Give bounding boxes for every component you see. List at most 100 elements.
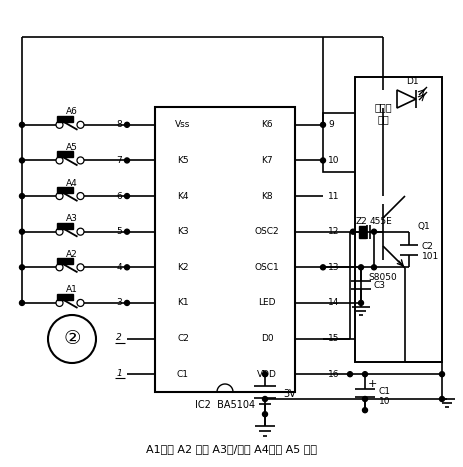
Text: C2: C2	[421, 242, 433, 251]
Bar	[57, 294, 73, 300]
Text: +: +	[367, 379, 376, 389]
Text: 10: 10	[378, 396, 390, 406]
Text: 2: 2	[116, 333, 122, 342]
Circle shape	[19, 300, 25, 305]
Circle shape	[320, 158, 325, 163]
Bar	[155, 107, 294, 392]
Text: OSC1: OSC1	[254, 263, 279, 272]
Text: Q1: Q1	[417, 222, 430, 232]
Circle shape	[77, 192, 84, 199]
Circle shape	[371, 229, 375, 234]
Text: 9: 9	[327, 120, 333, 129]
Circle shape	[124, 229, 129, 234]
Text: C1: C1	[378, 387, 390, 396]
Circle shape	[347, 372, 352, 377]
Text: VDD: VDD	[257, 370, 276, 379]
Text: 14: 14	[327, 298, 338, 307]
Circle shape	[262, 396, 267, 402]
Circle shape	[320, 122, 325, 127]
Text: C2: C2	[177, 334, 188, 343]
Text: K5: K5	[177, 156, 188, 165]
Circle shape	[77, 157, 84, 164]
Circle shape	[77, 299, 84, 306]
Text: A2: A2	[65, 250, 77, 259]
Text: ②: ②	[63, 330, 81, 348]
Text: OSC2: OSC2	[254, 227, 279, 236]
Circle shape	[124, 300, 129, 305]
Circle shape	[48, 315, 96, 363]
Text: 10: 10	[327, 156, 339, 165]
Circle shape	[438, 396, 444, 402]
Circle shape	[124, 193, 129, 198]
Text: K2: K2	[177, 263, 188, 272]
Circle shape	[362, 408, 367, 413]
Circle shape	[124, 265, 129, 270]
Text: K1: K1	[177, 298, 188, 307]
Circle shape	[56, 228, 63, 235]
Text: LED: LED	[258, 298, 275, 307]
Circle shape	[56, 299, 63, 306]
Text: 101: 101	[421, 252, 438, 261]
Text: A1关机 A2 定时 A3开/风速 A4摇头 A5 彩灯: A1关机 A2 定时 A3开/风速 A4摇头 A5 彩灯	[146, 444, 317, 454]
Text: K7: K7	[261, 156, 272, 165]
Text: K4: K4	[177, 191, 188, 200]
Text: D0: D0	[260, 334, 273, 343]
Text: K8: K8	[261, 191, 272, 200]
Text: A5: A5	[65, 143, 77, 152]
Circle shape	[77, 264, 84, 271]
Text: Vss: Vss	[175, 120, 190, 129]
Text: 13: 13	[327, 263, 339, 272]
Circle shape	[56, 192, 63, 199]
Circle shape	[77, 121, 84, 128]
Bar	[57, 223, 73, 229]
Circle shape	[124, 158, 129, 163]
Bar	[57, 187, 73, 193]
Circle shape	[56, 264, 63, 271]
Circle shape	[358, 300, 363, 305]
Circle shape	[350, 229, 355, 234]
Text: K6: K6	[261, 120, 272, 129]
Text: IC2  BA5104: IC2 BA5104	[194, 400, 255, 410]
Text: 11: 11	[327, 191, 339, 200]
Circle shape	[56, 121, 63, 128]
Text: 5: 5	[116, 227, 122, 236]
Circle shape	[19, 265, 25, 270]
Bar	[354, 77, 441, 362]
Bar	[358, 226, 365, 238]
Text: 6: 6	[116, 191, 122, 200]
Text: K3: K3	[177, 227, 188, 236]
Text: Z2: Z2	[356, 217, 367, 226]
Text: 455E: 455E	[369, 217, 392, 226]
Text: C1: C1	[176, 370, 188, 379]
Circle shape	[320, 265, 325, 270]
Circle shape	[19, 158, 25, 163]
Text: A4: A4	[65, 178, 77, 188]
Text: 3V: 3V	[282, 389, 295, 399]
Text: 15: 15	[327, 334, 339, 343]
Circle shape	[362, 372, 367, 377]
Text: 7: 7	[116, 156, 122, 165]
Circle shape	[262, 412, 267, 417]
Circle shape	[124, 122, 129, 127]
Text: 8: 8	[116, 120, 122, 129]
Text: S8050: S8050	[368, 273, 396, 282]
Text: 16: 16	[327, 370, 339, 379]
Text: 3: 3	[116, 298, 122, 307]
Bar	[57, 258, 73, 264]
Bar	[57, 151, 73, 157]
Text: 12: 12	[327, 227, 338, 236]
Text: 射管: 射管	[376, 114, 388, 124]
Text: C3: C3	[373, 281, 385, 290]
Text: 1: 1	[116, 368, 122, 378]
Text: A6: A6	[65, 107, 77, 116]
Text: A1: A1	[65, 285, 77, 294]
Bar	[322, 113, 374, 172]
Circle shape	[438, 372, 444, 377]
Circle shape	[371, 265, 375, 270]
Circle shape	[19, 229, 25, 234]
Circle shape	[56, 157, 63, 164]
Circle shape	[358, 265, 363, 270]
Text: 4: 4	[116, 263, 122, 272]
Circle shape	[19, 193, 25, 198]
Circle shape	[362, 396, 367, 402]
